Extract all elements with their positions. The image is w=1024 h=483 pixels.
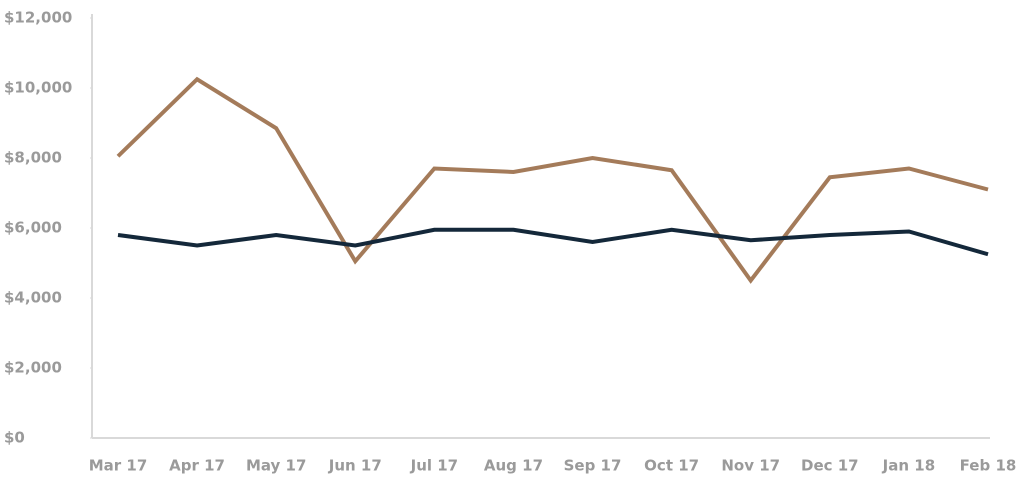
x-tick-label: Aug 17 bbox=[484, 457, 543, 475]
x-tick-label: Dec 17 bbox=[801, 457, 859, 475]
y-tick-label: $10,000 bbox=[4, 79, 72, 97]
x-tick-label: Jun 17 bbox=[328, 457, 382, 475]
y-tick-label: $4,000 bbox=[4, 289, 62, 307]
x-tick-label: May 17 bbox=[246, 457, 306, 475]
y-tick-label: $8,000 bbox=[4, 149, 62, 167]
x-tick-label: Feb 18 bbox=[960, 457, 1017, 475]
y-tick-label: $2,000 bbox=[4, 359, 62, 377]
y-tick-label: $12,000 bbox=[4, 9, 72, 27]
series-line bbox=[117, 227, 989, 257]
y-tick-label: $0 bbox=[4, 429, 25, 447]
x-tick-label: Mar 17 bbox=[89, 457, 148, 475]
y-tick-label: $6,000 bbox=[4, 219, 62, 237]
x-tick-label: Oct 17 bbox=[644, 457, 699, 475]
series-line bbox=[116, 76, 989, 284]
x-tick-label: Nov 17 bbox=[721, 457, 780, 475]
x-tick-label: Jan 18 bbox=[882, 457, 935, 475]
x-tick-label: Apr 17 bbox=[169, 457, 225, 475]
x-tick-label: Jul 17 bbox=[410, 457, 459, 475]
x-tick-label: Sep 17 bbox=[564, 457, 622, 475]
